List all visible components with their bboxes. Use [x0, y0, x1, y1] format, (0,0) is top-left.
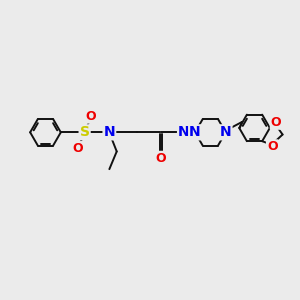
Text: O: O [73, 142, 83, 155]
Text: N: N [103, 125, 115, 139]
Text: N: N [178, 125, 190, 139]
Text: O: O [155, 152, 166, 165]
Text: N: N [220, 125, 232, 139]
Text: O: O [271, 116, 281, 129]
Text: O: O [267, 140, 278, 153]
Text: N: N [189, 125, 201, 139]
Text: O: O [86, 110, 96, 123]
Text: S: S [80, 125, 90, 139]
